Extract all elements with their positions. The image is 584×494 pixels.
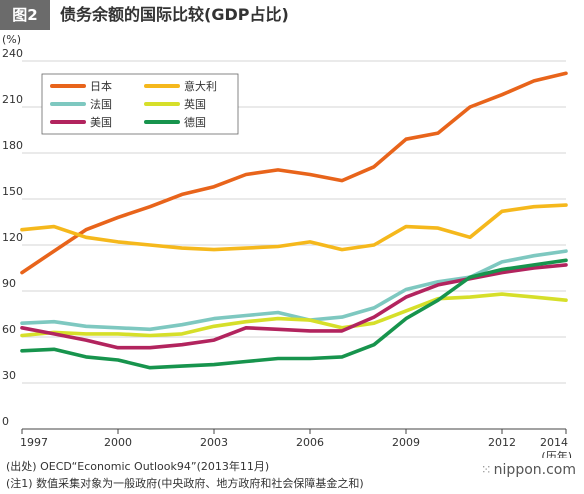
y-tick-label: 120 bbox=[2, 231, 23, 244]
x-tick-label: 2006 bbox=[296, 436, 324, 449]
figure-header: 图2 债务余额的国际比较(GDP占比) bbox=[0, 0, 584, 30]
series-line bbox=[20, 292, 568, 338]
legend-label: 美国 bbox=[90, 116, 112, 129]
brand: ⁙ nippon.com bbox=[481, 462, 576, 478]
figure-title: 债务余额的国际比较(GDP占比) bbox=[60, 5, 289, 24]
x-tick-label: 2000 bbox=[104, 436, 132, 449]
legend-label: 英国 bbox=[184, 97, 206, 111]
y-tick-label: 90 bbox=[2, 277, 16, 290]
series-layer bbox=[20, 71, 568, 370]
series-line bbox=[20, 203, 568, 252]
series-line bbox=[20, 71, 568, 275]
series-line bbox=[20, 258, 568, 370]
line-chart: 0 30 60 90 120 150 180 210 240(%) 1997 2000 2003 200… bbox=[2, 33, 572, 458]
x-axis-label: (历年) bbox=[541, 449, 572, 458]
legend-label: 日本 bbox=[90, 79, 112, 93]
brand-text: nippon.com bbox=[493, 462, 576, 478]
y-axis-label: (%) bbox=[2, 33, 21, 46]
figure-number-badge: 图2 bbox=[0, 0, 50, 30]
y-tick-label: 0 bbox=[2, 415, 9, 428]
y-tick-label: 30 bbox=[2, 369, 16, 382]
source-note: (出处) OECD“Economic Outlook94”(2013年11月) bbox=[6, 460, 270, 473]
legend-label: 法国 bbox=[90, 97, 112, 111]
y-tick-label: 180 bbox=[2, 139, 23, 152]
x-tick-label: 2014 bbox=[540, 436, 568, 449]
nippon-dots-icon: ⁙ bbox=[480, 463, 492, 478]
footnote: (注1) 数值采集对象为一般政府(中央政府、地方政府和社会保障基金之和) bbox=[6, 477, 364, 490]
y-tick-label: 60 bbox=[2, 323, 16, 336]
legend-label: 意大利 bbox=[184, 79, 217, 93]
legend-label: 德国 bbox=[184, 115, 206, 129]
x-tick-label: 2003 bbox=[200, 436, 228, 449]
axis-layer: 0 30 60 90 120 150 180 210 240(%) 1997 2000 2003 200… bbox=[2, 33, 572, 458]
x-tick-label: 2012 bbox=[488, 436, 516, 449]
x-tick-label: 1997 bbox=[20, 436, 48, 449]
y-tick-label: 210 bbox=[2, 93, 23, 106]
y-tick-label: 240 bbox=[2, 47, 23, 60]
y-tick-label: 150 bbox=[2, 185, 23, 198]
x-tick-label: 2009 bbox=[392, 436, 420, 449]
